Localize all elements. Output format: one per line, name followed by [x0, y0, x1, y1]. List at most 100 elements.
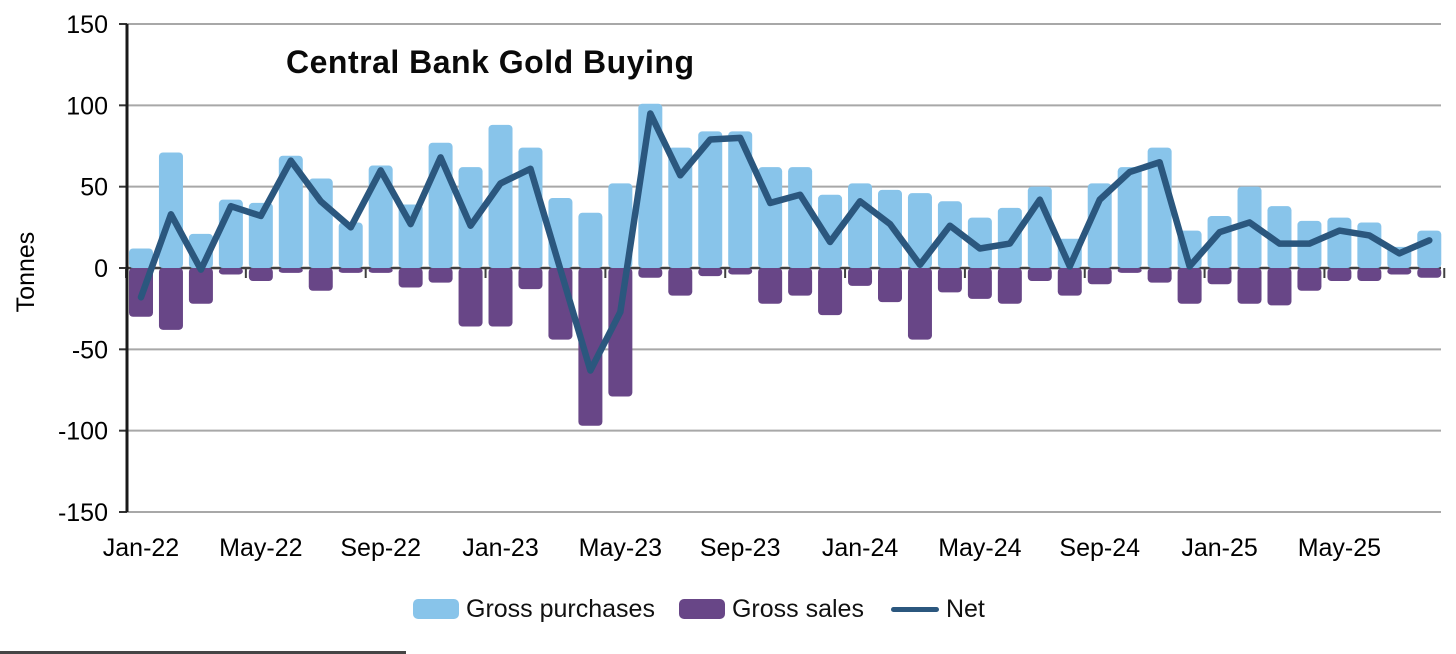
bar-gross-sales — [878, 268, 902, 303]
bar-gross-purchases — [278, 155, 303, 268]
legend-swatch-gross-sales — [678, 599, 725, 619]
bar-gross-sales — [518, 268, 543, 290]
bar-gross-purchases — [788, 167, 813, 268]
y-tick-label: -100 — [58, 418, 108, 446]
x-tick-label: May-24 — [938, 534, 1021, 562]
x-tick-label: Jan-23 — [462, 534, 538, 562]
x-tick-label: May-22 — [219, 534, 302, 562]
bar-gross-sales — [188, 268, 213, 304]
bar-gross-sales — [668, 268, 693, 296]
bar-gross-sales — [218, 268, 243, 275]
bar-gross-purchases — [368, 165, 393, 268]
bar-gross-sales — [1267, 268, 1292, 306]
bar-gross-purchases — [129, 248, 153, 268]
y-tick-label: 50 — [80, 174, 108, 202]
chart-title: Central Bank Gold Buying — [286, 44, 695, 80]
x-tick-label: May-23 — [579, 534, 662, 562]
net-line — [137, 110, 1433, 374]
bar-gross-purchases — [1087, 183, 1112, 268]
bar-gross-purchases — [967, 217, 992, 268]
bar-gross-sales — [1297, 268, 1322, 291]
bar-gross-purchases — [1117, 167, 1142, 268]
bar-gross-sales — [818, 268, 843, 316]
bar-gross-sales — [608, 268, 633, 397]
bar-gross-sales — [937, 268, 962, 293]
bar-gross-purchases — [668, 147, 693, 268]
x-tick-label: Sep-23 — [700, 534, 781, 562]
bar-gross-sales — [758, 268, 783, 304]
bar-gross-sales — [1027, 268, 1052, 282]
bar-gross-sales — [488, 268, 513, 327]
bar-gross-sales — [308, 268, 333, 291]
bar-gross-purchases — [1417, 230, 1442, 268]
bar-gross-sales — [338, 268, 363, 273]
x-tick-label: May-25 — [1298, 534, 1381, 562]
bar-gross-sales — [458, 268, 483, 327]
legend-swatch-gross-purchases — [413, 599, 459, 619]
bar-gross-sales — [1177, 268, 1202, 304]
bar-gross-sales — [1417, 268, 1442, 278]
bar-gross-purchases — [818, 194, 843, 268]
bar-gross-sales — [1087, 268, 1112, 285]
bar-gross-sales — [1237, 268, 1262, 304]
bar-gross-purchases — [338, 222, 363, 268]
legend-label-net: Net — [945, 594, 985, 623]
y-tick-label: 150 — [66, 11, 108, 39]
y-tick-label: -50 — [72, 336, 108, 364]
bar-gross-purchases — [1237, 186, 1262, 268]
legend-label-gross-sales: Gross sales — [731, 594, 864, 623]
bar-gross-sales — [428, 268, 453, 283]
bar-gross-purchases — [248, 202, 273, 268]
bar-gross-sales — [1387, 268, 1412, 275]
x-tick-label: Sep-22 — [340, 534, 421, 562]
bar-gross-purchases — [458, 167, 483, 268]
bar-gross-purchases — [158, 152, 183, 268]
x-tick-label: Jan-22 — [103, 534, 179, 562]
bar-gross-purchases — [578, 212, 603, 268]
bar-gross-purchases — [698, 131, 723, 268]
bar-gross-sales — [398, 268, 423, 288]
bar-gross-sales — [1117, 268, 1142, 273]
bar-gross-purchases — [1267, 206, 1292, 268]
bar-gross-sales — [638, 268, 663, 278]
bar-gross-sales — [907, 268, 932, 340]
x-tick-label: Sep-24 — [1059, 534, 1140, 562]
window-edge-artifact — [0, 651, 406, 654]
bar-gross-purchases — [488, 124, 513, 268]
bar-gross-sales — [1147, 268, 1172, 283]
bar-gross-sales — [1207, 268, 1232, 285]
bar-gross-purchases — [907, 193, 932, 268]
legend-line-net-icon — [890, 606, 939, 612]
bar-gross-purchases — [728, 131, 753, 268]
bar-gross-sales — [278, 268, 303, 273]
y-tick-label: 0 — [94, 255, 108, 283]
bar-gross-sales — [848, 268, 873, 286]
bar-gross-purchases — [308, 178, 333, 268]
bar-gross-purchases — [1357, 222, 1382, 268]
bar-gross-sales — [158, 268, 183, 330]
bar-gross-sales — [368, 268, 393, 273]
y-axis-label: Tonnes — [12, 231, 40, 313]
x-tick-label: Jan-25 — [1181, 534, 1257, 562]
bar-gross-sales — [1357, 268, 1382, 282]
bar-gross-purchases — [937, 201, 962, 268]
y-tick-label: 100 — [66, 92, 108, 120]
bar-gross-sales — [698, 268, 723, 277]
bar-gross-sales — [788, 268, 813, 296]
y-tick-label: -150 — [58, 499, 108, 527]
chart-legend: Gross purchases Gross sales Net — [413, 595, 985, 623]
bar-gross-sales — [728, 268, 753, 275]
bar-gross-purchases — [848, 183, 873, 268]
x-tick-label: Jan-24 — [822, 534, 899, 562]
bar-gross-sales — [997, 268, 1022, 304]
bar-gross-purchases — [398, 204, 423, 268]
bar-gross-sales — [967, 268, 992, 299]
bar-gross-sales — [578, 268, 603, 426]
bar-gross-sales — [248, 268, 273, 282]
bar-gross-purchases — [608, 183, 633, 268]
bar-gross-purchases — [1327, 217, 1352, 268]
legend-label-gross-purchases: Gross purchases — [466, 594, 655, 623]
bar-gross-sales — [1057, 268, 1082, 296]
